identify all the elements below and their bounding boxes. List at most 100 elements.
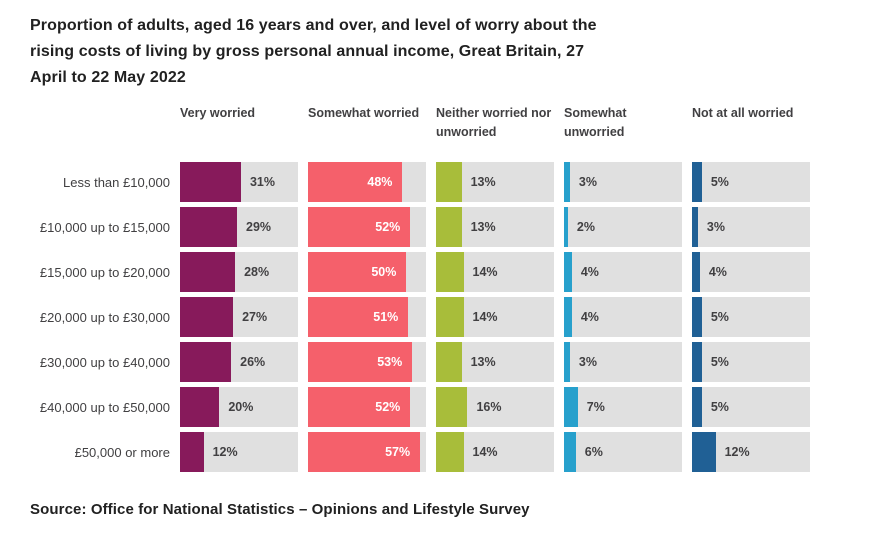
bar-track: 3% [564,162,682,202]
bar-track: 29% [180,207,298,247]
value-label: 5% [710,175,729,189]
bar-track: 14% [436,297,554,337]
bar-track: 5% [692,342,810,382]
bar [692,252,700,292]
bar-track: 20% [180,387,298,427]
bar-track: 3% [692,207,810,247]
bar-track: 14% [436,252,554,292]
bar-track: 26% [180,342,298,382]
value-label: 57% [385,445,411,459]
bar-track: 57% [308,432,426,472]
bar [436,297,464,337]
row-label: £15,000 up to £20,000 [39,264,170,280]
bar [180,387,220,427]
bar [308,162,403,202]
bar-track: 50% [308,252,426,292]
bar-track: 53% [308,342,426,382]
value-label: 5% [710,355,729,369]
column-header-neither-worried-nor-unworried: Neither worried nor unworried [436,106,552,139]
bar [564,387,578,427]
bar [180,297,234,337]
value-label: 3% [706,220,725,234]
chart-title: Proportion of adults, aged 16 years and … [30,13,597,91]
value-label: 53% [377,355,403,369]
bar-track: 13% [436,342,554,382]
chart-row: £20,000 up to £30,000 27% 51% 14% 4% 5% [30,297,810,337]
chart-row: Less than £10,000 31% 48% 13% 3% 5% [30,162,810,202]
bar [436,432,464,472]
chart-title-line-2: rising costs of living by gross personal… [30,43,585,60]
bar-track: 48% [308,162,426,202]
column-header-somewhat-worried: Somewhat worried [308,106,420,120]
chart-rows: Less than £10,000 31% 48% 13% 3% 5% £10,000 up… [30,162,810,472]
value-label: 52% [375,220,401,234]
bar-track: 31% [180,162,298,202]
column-header-somewhat-unworried: Somewhat unworried [564,106,627,139]
chart-row: £15,000 up to £20,000 28% 50% 14% 4% 4% [30,252,810,292]
bar [564,342,570,382]
value-label: 13% [470,175,496,189]
bar [692,432,716,472]
bar [564,207,568,247]
bar-track: 5% [692,387,810,427]
value-label: 3% [578,175,597,189]
bar [180,342,232,382]
bar [308,297,409,337]
bar-track: 28% [180,252,298,292]
bar [180,252,236,292]
chart-row: £30,000 up to £40,000 26% 53% 13% 3% 5% [30,342,810,382]
bar-track: 12% [180,432,298,472]
bar [308,432,421,472]
bar-track: 6% [564,432,682,472]
bar [564,432,576,472]
value-label: 31% [249,175,275,189]
bar [564,252,572,292]
bar-track: 4% [692,252,810,292]
bar [436,162,462,202]
value-label: 20% [228,400,254,414]
value-label: 4% [580,265,599,279]
bar [308,252,407,292]
value-label: 4% [708,265,727,279]
value-label: 3% [578,355,597,369]
value-label: 14% [472,265,498,279]
value-label: 12% [212,445,238,459]
row-label: £10,000 up to £15,000 [39,219,170,235]
bar [692,162,702,202]
chart-row: £10,000 up to £15,000 29% 52% 13% 2% 3% [30,207,810,247]
bar [308,207,411,247]
chart-title-line-1: Proportion of adults, aged 16 years and … [30,17,597,34]
value-label: 6% [584,445,603,459]
bar-track: 13% [436,162,554,202]
value-label: 13% [470,355,496,369]
bar [180,207,238,247]
chart-area: Very worried Somewhat worried Neither wo… [30,104,810,477]
chart-row: £40,000 up to £50,000 20% 52% 16% 7% 5% [30,387,810,427]
bar-track: 12% [692,432,810,472]
row-label: Less than £10,000 [63,174,170,190]
value-label: 26% [240,355,266,369]
bar [436,342,462,382]
bar-track: 14% [436,432,554,472]
value-label: 29% [246,220,272,234]
column-header-very-worried: Very worried [180,106,256,120]
bar-track: 7% [564,387,682,427]
bar [692,342,702,382]
bar [564,297,572,337]
bar [308,342,413,382]
value-label: 5% [710,400,729,414]
bar-track: 5% [692,162,810,202]
bar-track: 52% [308,387,426,427]
bar [692,387,702,427]
value-label: 12% [724,445,750,459]
bar [308,387,411,427]
value-label: 14% [472,310,498,324]
value-label: 14% [472,445,498,459]
bar [436,387,468,427]
value-label: 28% [244,265,270,279]
value-label: 2% [576,220,595,234]
bar-track: 13% [436,207,554,247]
bar-track: 4% [564,252,682,292]
bar-track: 4% [564,297,682,337]
value-label: 48% [367,175,393,189]
